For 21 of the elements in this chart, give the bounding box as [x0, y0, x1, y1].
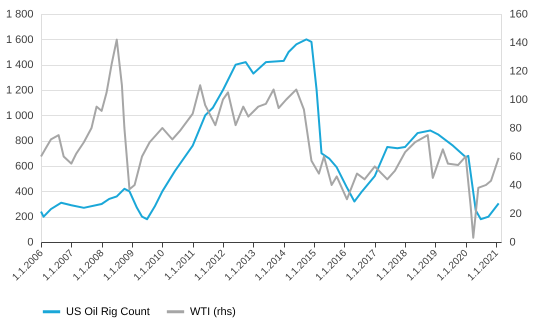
legend-label: US Oil Rig Count — [66, 306, 150, 318]
y-tick-label: 1 400 — [6, 59, 34, 72]
y2-tick-label: 40 — [510, 180, 522, 192]
y-tick-label: 1 800 — [6, 8, 34, 20]
y-tick-label: 0 — [27, 236, 34, 248]
y2-tick-label: 20 — [510, 208, 522, 220]
y-tick-label: 1 000 — [6, 110, 34, 122]
y-tick-label: 600 — [15, 160, 34, 172]
y2-tick-label: 160 — [510, 8, 528, 20]
y-tick-label: 1 600 — [6, 34, 34, 46]
y2-tick-label: 0 — [510, 236, 516, 248]
y-tick-label: 800 — [15, 135, 34, 148]
y2-tick-label: 80 — [510, 122, 522, 134]
y-tick-label: 1 200 — [6, 84, 34, 96]
legend-label: WTI (rhs) — [190, 306, 236, 318]
y2-tick-label: 140 — [510, 37, 528, 49]
y2-tick-label: 100 — [510, 94, 528, 106]
y2-tick-label: 120 — [510, 66, 528, 78]
y-tick-label: 200 — [15, 211, 34, 224]
y2-tick-label: 60 — [510, 151, 522, 163]
y-tick-label: 400 — [15, 186, 34, 198]
